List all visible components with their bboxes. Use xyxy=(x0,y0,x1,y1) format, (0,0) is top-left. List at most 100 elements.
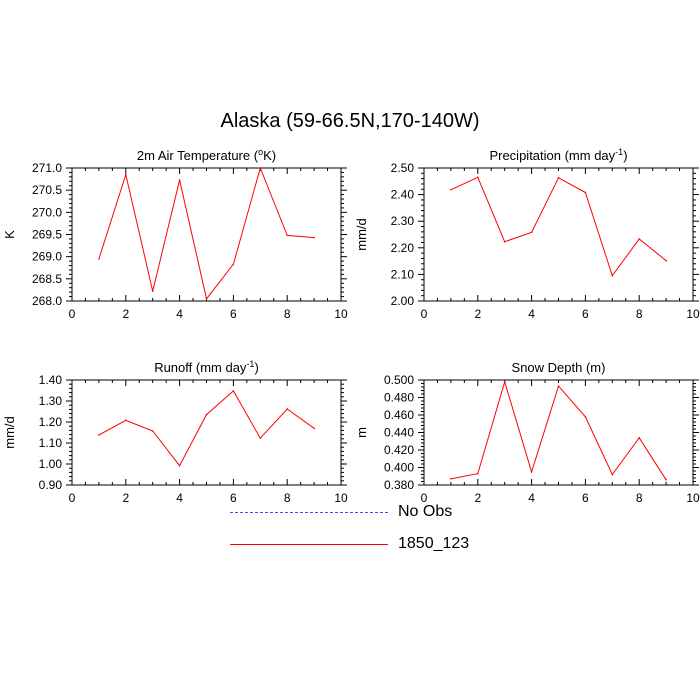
data-point xyxy=(178,179,181,181)
y-tick-label: 270.5 xyxy=(32,183,62,197)
y-tick-label: 1.20 xyxy=(39,415,63,429)
panel-title: Runoff (mm day-1) xyxy=(154,359,259,375)
y-axis-label: mm/d xyxy=(2,416,17,449)
x-tick-label: 2 xyxy=(122,491,129,505)
data-point xyxy=(450,189,452,191)
y-tick-label: 269.0 xyxy=(32,250,62,264)
chart-panel-2: 0 2 4 6 8 10 2.00 2.10 2.20 2.30 2.40 2.50 mm/d Preci… xyxy=(354,147,700,321)
y-tick-label: 0.380 xyxy=(384,478,414,492)
data-point xyxy=(205,413,208,416)
data-point xyxy=(477,472,479,475)
panel-title: 2m Air Temperature (oK) xyxy=(137,147,276,163)
x-tick-label: 2 xyxy=(122,307,129,321)
x-tick-label: 4 xyxy=(528,307,535,321)
y-tick-label: 0.400 xyxy=(384,461,414,475)
y-tick-label: 1.30 xyxy=(39,394,63,408)
page-title: Alaska (59-66.5N,170-140W) xyxy=(220,110,480,132)
x-tick-label: 6 xyxy=(582,307,589,321)
legend-label-1850-123: 1850_123 xyxy=(398,535,470,552)
panel-title: Precipitation (mm day-1) xyxy=(489,147,627,163)
panel-title: Snow Depth (m) xyxy=(512,360,606,375)
data-point xyxy=(125,173,127,176)
data-point xyxy=(503,240,506,243)
series-line xyxy=(450,380,667,481)
data-point xyxy=(151,430,154,432)
x-tick-label: 8 xyxy=(284,491,291,505)
data-point xyxy=(98,434,100,436)
x-tick-label: 10 xyxy=(686,307,700,321)
y-tick-label: 2.20 xyxy=(391,241,415,255)
y-tick-label: 0.500 xyxy=(384,373,414,387)
data-point xyxy=(151,290,154,293)
x-tick-label: 8 xyxy=(636,307,643,321)
data-point xyxy=(665,259,667,262)
y-tick-label: 1.00 xyxy=(39,457,63,471)
series-line xyxy=(450,176,667,277)
y-axis-label: m xyxy=(354,427,369,438)
series-line xyxy=(98,166,315,300)
x-tick-label: 8 xyxy=(636,491,643,505)
data-point xyxy=(205,297,208,300)
y-tick-label: 270.0 xyxy=(32,205,62,219)
y-axis-label: K xyxy=(2,230,17,239)
y-tick-label: 2.10 xyxy=(391,267,415,281)
x-tick-label: 2 xyxy=(474,307,481,321)
data-point xyxy=(584,191,587,194)
x-tick-label: 6 xyxy=(582,491,589,505)
y-tick-label: 1.10 xyxy=(39,436,63,450)
y-tick-label: 0.460 xyxy=(384,408,414,422)
y-tick-label: 268.0 xyxy=(32,294,62,308)
legend-swatch-no-obs xyxy=(230,512,388,513)
x-tick-label: 4 xyxy=(528,491,535,505)
x-tick-label: 4 xyxy=(176,491,183,505)
series-line xyxy=(98,390,315,467)
y-tick-label: 0.440 xyxy=(384,426,414,440)
y-tick-label: 2.50 xyxy=(391,161,415,175)
legend-label-no-obs: No Obs xyxy=(398,503,453,520)
data-point xyxy=(286,234,289,237)
y-tick-label: 1.40 xyxy=(39,373,63,387)
data-point xyxy=(232,390,235,392)
x-tick-label: 0 xyxy=(421,307,428,321)
y-tick-label: 271.0 xyxy=(32,161,62,175)
data-point xyxy=(557,177,560,179)
x-tick-label: 8 xyxy=(284,307,291,321)
y-tick-label: 0.480 xyxy=(384,391,414,405)
x-tick-label: 0 xyxy=(421,491,428,505)
y-tick-label: 2.40 xyxy=(391,188,415,202)
data-point xyxy=(98,258,100,260)
x-tick-label: 0 xyxy=(69,491,76,505)
data-point xyxy=(313,427,315,430)
data-point xyxy=(530,231,533,234)
data-point xyxy=(557,385,560,387)
x-tick-label: 10 xyxy=(686,491,700,505)
y-tick-label: 269.5 xyxy=(32,228,62,242)
chart-panel-3: 0 2 4 6 8 10 0.90 1.00 1.10 1.20 1.30 1.40 mm/d Runof… xyxy=(2,359,348,505)
y-tick-label: 0.420 xyxy=(384,443,414,457)
legend-swatch-1850-123 xyxy=(230,544,388,545)
y-tick-label: 268.5 xyxy=(32,272,62,286)
data-point xyxy=(638,238,640,240)
data-point xyxy=(259,167,262,169)
data-point xyxy=(178,464,181,467)
x-tick-label: 6 xyxy=(230,491,237,505)
legend-item-no-obs: No Obs xyxy=(230,500,530,524)
plot-frame xyxy=(71,379,342,486)
x-tick-label: 2 xyxy=(474,491,481,505)
data-point xyxy=(286,408,289,410)
data-point xyxy=(503,380,506,383)
legend-item-1850-123: 1850_123 xyxy=(230,532,530,556)
data-point xyxy=(665,478,667,481)
data-point xyxy=(638,436,640,439)
chart-panel-4: 0 2 4 6 8 10 0.380 0.400 0.420 0.440 0.460 0.480 0.5… xyxy=(354,360,700,505)
plot-frame xyxy=(423,167,694,302)
y-axis-label: mm/d xyxy=(354,218,369,251)
data-point xyxy=(232,263,235,266)
y-tick-label: 2.30 xyxy=(391,214,415,228)
data-point xyxy=(611,473,614,476)
data-point xyxy=(530,471,533,473)
data-point xyxy=(259,437,262,439)
data-point xyxy=(477,176,479,179)
x-tick-label: 0 xyxy=(69,307,76,321)
